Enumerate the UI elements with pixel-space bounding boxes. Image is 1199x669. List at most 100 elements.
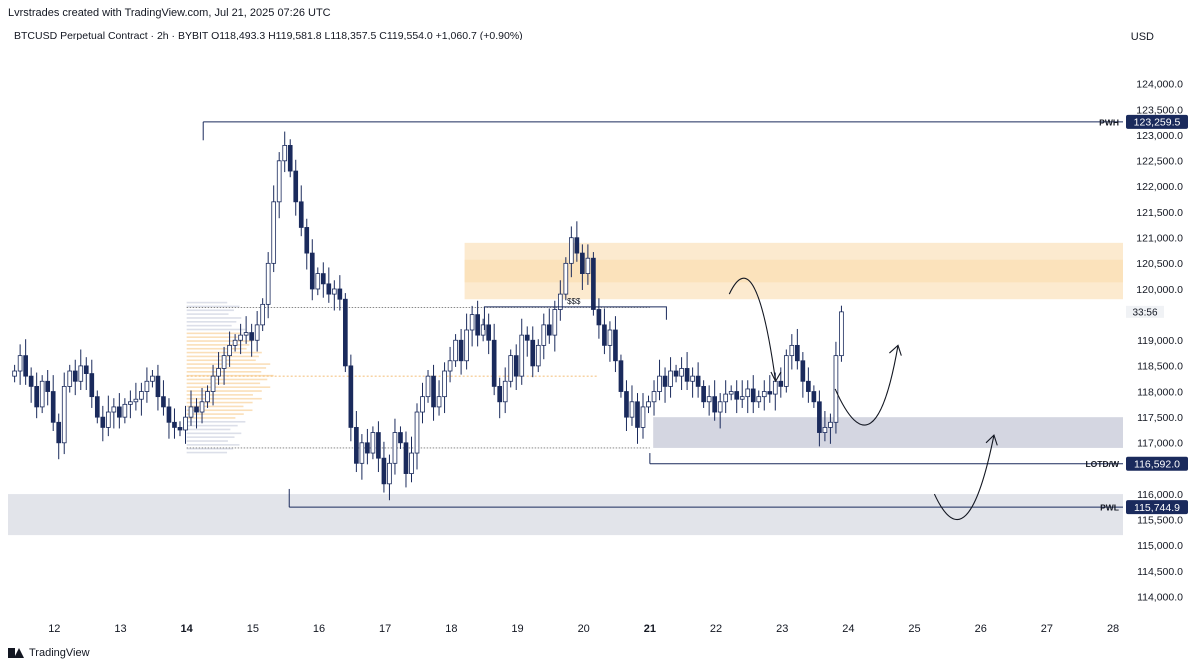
y-tick-label: 120,500.0 [1136,258,1183,270]
candle-body [646,401,651,408]
candle [591,252,596,316]
volume-profile-bar [186,413,244,415]
candle [684,352,690,390]
candle [839,305,844,362]
candle [519,318,525,385]
candle-body [276,160,282,203]
candle [100,405,106,442]
x-tick-label: 25 [908,623,920,635]
candle-body [161,396,166,408]
level-label: LOTD/W [1085,459,1119,469]
level-price-label: 116,592.0 [1134,459,1180,471]
candle-body [607,329,613,346]
candle-body [254,324,260,341]
y-tick-label: 115,000.0 [1137,540,1183,552]
volume-profile-bar [186,428,231,431]
y-tick-label: 114,500.0 [1137,566,1183,578]
candle-body [150,375,155,382]
candle [442,362,447,414]
candle-body [359,442,365,464]
candle-body [629,401,635,418]
y-tick-label: 116,000.0 [1137,489,1183,501]
volume-profile-bar [186,309,234,312]
candle [640,393,646,439]
candle-body [811,391,817,403]
candle [552,300,558,352]
ohlc-change: +1,060.7 (+0.90%) [435,30,523,42]
candle-body [45,380,51,392]
y-axis: 114,000.0 114,500.0 115,000.0 115,500.0 116,… [1126,79,1183,603]
candle [491,323,497,396]
volume-profile-bar [186,336,238,338]
candle [817,390,822,447]
candle-body [72,370,78,382]
y-tick-label: 117,000.0 [1137,438,1183,450]
candle [271,185,277,273]
candle [563,257,569,301]
candle-body [392,432,398,464]
candle [701,380,706,408]
candle-body [420,396,425,413]
volume-profile-bar [186,340,253,342]
candle [320,262,326,298]
candle [56,413,62,460]
candle-body [739,396,745,400]
candle-body [67,370,73,387]
candle [447,346,453,383]
candle-body [475,314,480,336]
candle-body [701,385,706,403]
candle-body [502,380,508,403]
candle [420,382,425,424]
candle-body [695,375,701,387]
currency-label[interactable]: USD [1130,31,1154,43]
candle-body [591,257,596,310]
candle-body [464,329,469,362]
candle [205,385,210,408]
candle [425,369,431,403]
candle-body [28,375,34,387]
candle [651,380,657,416]
y-tick-label: 118,500.0 [1137,361,1183,373]
candle-body [199,401,205,413]
candle [541,313,547,360]
candle-body [651,391,657,403]
candle [833,341,839,434]
candle-body [216,368,221,377]
candle [546,308,552,344]
candle-body [23,355,28,377]
candle-body [668,370,673,387]
candle [712,380,717,421]
candle-body [50,391,56,423]
candle [431,364,436,421]
volume-profile-bar [186,382,261,385]
candle-body [354,427,359,464]
candle-body [117,406,122,418]
candle-body [326,283,332,295]
volume-profile-bar [186,347,247,350]
symbol-legend[interactable]: BTCUSD Perpetual Contract · 2h · BYBIT O… [14,30,523,42]
volume-profile-bar [186,444,240,446]
ohlc-high: H119,581.8 [268,30,322,42]
candle [618,354,624,398]
candle-body [111,406,117,413]
candle-body [398,432,403,444]
y-tick-label: 119,000.0 [1137,335,1183,347]
candle [216,352,221,385]
liquidity-bracket [483,306,667,330]
candle [717,393,723,429]
x-tick-label: 13 [114,623,126,635]
candle-body [602,324,607,346]
candle-body [183,416,188,431]
candle [750,375,756,414]
candle-body [530,339,536,367]
x-tick-label: 19 [511,623,523,635]
candle [67,364,73,393]
level-label: PWL [1100,503,1119,513]
candle-body [56,421,62,444]
candle [293,159,299,216]
volume-profile-bar [186,390,262,392]
candle-body [282,145,288,162]
candle-body [177,427,183,431]
candle [309,239,315,301]
